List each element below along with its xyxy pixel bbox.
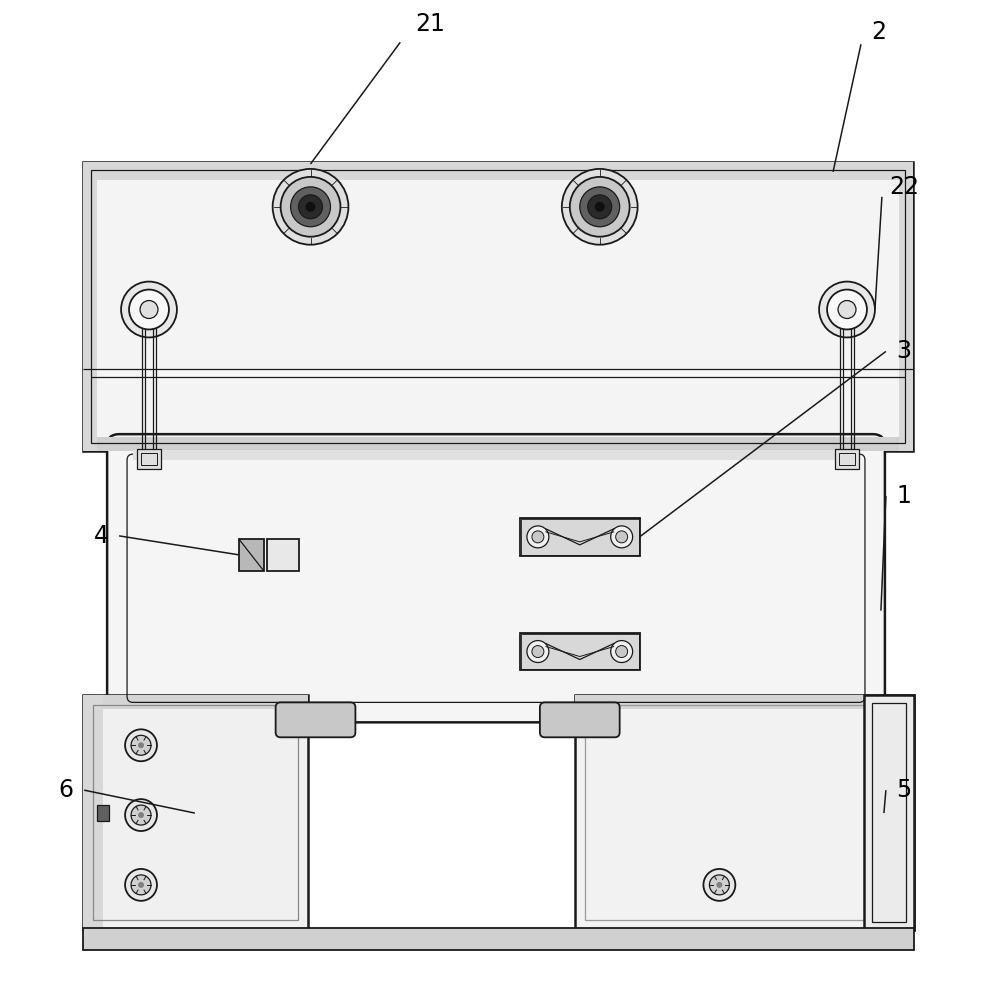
Bar (137, 449, 161, 469)
Circle shape (125, 729, 157, 761)
Bar (141, 453, 157, 465)
Circle shape (131, 875, 151, 895)
Bar (83, 928, 914, 950)
Text: 1: 1 (896, 484, 911, 508)
Circle shape (291, 186, 330, 227)
FancyBboxPatch shape (107, 435, 885, 722)
Circle shape (827, 289, 867, 330)
Text: 22: 22 (889, 175, 919, 199)
Circle shape (527, 641, 549, 662)
Bar (83, 162, 913, 451)
Circle shape (595, 202, 605, 212)
Circle shape (138, 812, 144, 818)
Circle shape (580, 186, 620, 227)
Bar (83, 696, 308, 930)
Bar (83, 162, 97, 451)
Bar (267, 539, 299, 571)
Circle shape (562, 169, 638, 244)
Bar (133, 450, 859, 460)
Bar (864, 696, 914, 930)
Bar (839, 453, 855, 465)
Polygon shape (855, 446, 913, 451)
Circle shape (138, 882, 144, 888)
Circle shape (611, 641, 633, 662)
Circle shape (527, 526, 549, 547)
Circle shape (703, 869, 735, 901)
Bar (575, 696, 914, 930)
Circle shape (838, 300, 856, 319)
Circle shape (570, 177, 630, 236)
Bar (93, 705, 298, 920)
Circle shape (588, 195, 612, 219)
Circle shape (709, 875, 729, 895)
Circle shape (131, 805, 151, 825)
Text: 21: 21 (415, 13, 445, 36)
Bar (899, 162, 913, 451)
Circle shape (121, 282, 177, 337)
Bar (835, 449, 859, 469)
Bar (97, 805, 109, 821)
Text: 3: 3 (896, 339, 911, 363)
Circle shape (532, 531, 544, 542)
Bar (83, 696, 103, 930)
Bar (872, 703, 906, 922)
Bar (83, 696, 308, 709)
Text: 4: 4 (94, 524, 109, 547)
Text: 2: 2 (871, 21, 886, 44)
Bar (281, 707, 350, 732)
Text: 5: 5 (896, 778, 911, 802)
Bar (521, 634, 639, 669)
Bar (520, 518, 640, 556)
Circle shape (125, 869, 157, 901)
Bar (545, 707, 615, 732)
Bar (520, 633, 640, 670)
Text: 6: 6 (59, 778, 74, 802)
Circle shape (131, 736, 151, 755)
Circle shape (125, 800, 157, 831)
Circle shape (140, 300, 158, 319)
Circle shape (138, 743, 144, 749)
Bar (239, 539, 264, 571)
Bar (91, 170, 905, 443)
Bar (83, 438, 913, 451)
Circle shape (819, 282, 875, 337)
Circle shape (616, 645, 628, 657)
Circle shape (306, 202, 316, 212)
FancyBboxPatch shape (276, 702, 355, 738)
Bar (575, 696, 914, 709)
Circle shape (716, 882, 722, 888)
Circle shape (281, 177, 340, 236)
Polygon shape (83, 446, 137, 451)
Circle shape (611, 526, 633, 547)
Circle shape (273, 169, 348, 244)
Circle shape (129, 289, 169, 330)
Circle shape (532, 645, 544, 657)
FancyBboxPatch shape (540, 702, 620, 738)
Bar (521, 519, 639, 555)
Circle shape (616, 531, 628, 542)
Bar (83, 162, 913, 180)
Circle shape (299, 195, 323, 219)
Bar (585, 705, 904, 920)
